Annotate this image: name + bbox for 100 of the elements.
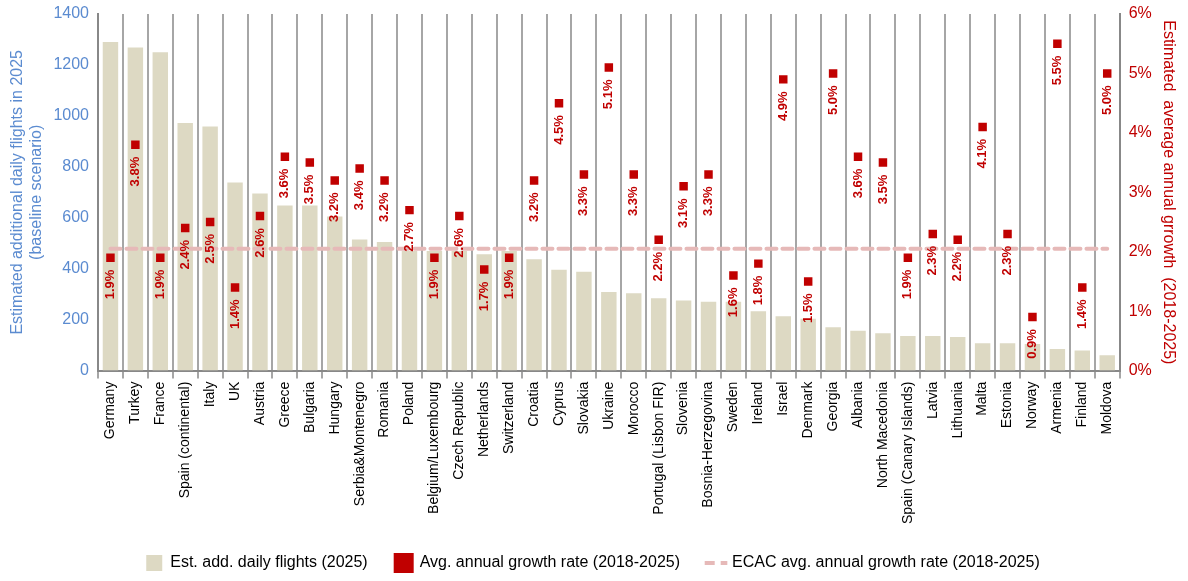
bar: [850, 330, 866, 371]
bar: [949, 336, 966, 371]
x-tick-label: Netherlands: [475, 381, 492, 458]
bar: [526, 259, 542, 371]
point: [131, 140, 140, 149]
bar: [202, 126, 218, 371]
bar: [252, 193, 268, 371]
x-tick-label: Slovakia: [574, 381, 591, 435]
point: [355, 164, 364, 173]
data-label: 1.6%: [725, 287, 741, 318]
bar: [1099, 355, 1115, 371]
y2-tick-label: 0%: [1128, 361, 1152, 379]
data-label: 5.0%: [824, 85, 840, 116]
data-label: 1.9%: [899, 269, 915, 300]
data-label: 3.4%: [351, 180, 367, 211]
point: [679, 182, 688, 191]
data-label: 1.8%: [749, 275, 765, 306]
data-label: 3.5%: [874, 174, 890, 205]
y-tick-label: 0: [80, 361, 90, 379]
bar: [775, 316, 791, 371]
data-label: 4.5%: [550, 114, 566, 145]
point: [654, 235, 663, 245]
y-tick-label: 1400: [53, 4, 90, 22]
point: [903, 253, 913, 262]
point: [380, 176, 389, 185]
y-tick-label: 200: [62, 310, 90, 328]
y-tick-label: 600: [62, 208, 90, 226]
point: [604, 63, 614, 72]
data-label: 2.2%: [650, 251, 666, 282]
point: [579, 170, 589, 179]
point: [405, 205, 414, 215]
bar: [750, 311, 767, 371]
x-tick-label: Norway: [1023, 381, 1040, 430]
x-tick-label: Croatia: [524, 381, 541, 427]
x-tick-label: Georgia: [823, 381, 840, 432]
point: [156, 253, 165, 262]
y2-tick-label: 4%: [1128, 123, 1152, 141]
x-tick-label: France: [151, 381, 168, 426]
data-label: 5.0%: [1098, 85, 1114, 116]
data-label: 1.5%: [799, 293, 815, 324]
point: [754, 259, 763, 268]
data-label: 5.5%: [1048, 55, 1064, 86]
bar: [152, 52, 169, 371]
bar: [601, 291, 617, 371]
bar: [675, 300, 692, 371]
point: [629, 170, 638, 179]
x-tick-label: Portugal (Lisbon FIR): [649, 381, 666, 515]
point: [978, 122, 987, 132]
y-axis-title: Estimated additional daily flights in 2025 (baseline scenario): [8, 49, 45, 335]
point: [828, 69, 838, 78]
x-tick-label: Bosnia-Herzegovina: [699, 381, 716, 508]
data-label: 3.5%: [301, 174, 317, 205]
data-label: 1.4%: [1073, 298, 1089, 330]
bar: [501, 250, 517, 371]
bar: [302, 205, 318, 371]
bar: [227, 182, 243, 371]
bar: [925, 335, 941, 371]
x-tick-label: Czech Republic: [450, 381, 467, 480]
bar: [277, 205, 293, 371]
bar: [102, 42, 119, 371]
bar: [576, 271, 592, 371]
data-label: 4.9%: [774, 90, 790, 122]
x-tick-label: UK: [225, 380, 242, 402]
x-tick-label: Spain (Canary Islands): [898, 381, 915, 525]
point: [729, 271, 738, 280]
x-tick-label: Ireland: [749, 381, 766, 425]
bar: [974, 343, 991, 371]
y-tick-label: 800: [62, 157, 90, 175]
bar: [900, 335, 916, 371]
x-tick-label: Morocco: [624, 381, 641, 436]
x-tick-label: Finland: [1073, 381, 1090, 428]
data-label: 1.4%: [226, 298, 242, 330]
point: [504, 253, 514, 262]
x-tick-label: Cyprus: [549, 381, 566, 426]
y-tick-label: 1200: [53, 55, 90, 73]
bar: [351, 239, 368, 371]
data-label: 2.6%: [251, 227, 267, 258]
x-tick-label: North Macedonia: [873, 381, 890, 489]
data-label: 5.1%: [600, 79, 616, 110]
x-tick-label: Italy: [200, 381, 217, 408]
y2-tick-label: 2%: [1128, 242, 1152, 260]
data-label: 3.2%: [525, 191, 541, 223]
data-label: 3.3%: [700, 186, 716, 217]
point: [455, 211, 464, 221]
x-tick-label: Greece: [275, 381, 292, 428]
legend-label: ECAC avg. annual growth rate (2018-2025): [732, 553, 1040, 571]
bar: [650, 298, 667, 371]
data-label: 3.1%: [675, 197, 691, 228]
x-tick-label: Belgium/Luxembourg: [425, 381, 442, 514]
point: [305, 158, 315, 167]
x-tick-label: Albania: [848, 381, 865, 429]
y2-tick-label: 1%: [1128, 301, 1152, 319]
data-label: 3.2%: [376, 191, 392, 223]
data-label: 3.6%: [276, 168, 292, 199]
data-label: 0.9%: [1024, 328, 1040, 359]
bar: [999, 343, 1016, 371]
point: [878, 158, 888, 167]
bar: [1049, 348, 1066, 371]
bar: [825, 327, 841, 371]
data-label: 1.9%: [500, 269, 516, 300]
